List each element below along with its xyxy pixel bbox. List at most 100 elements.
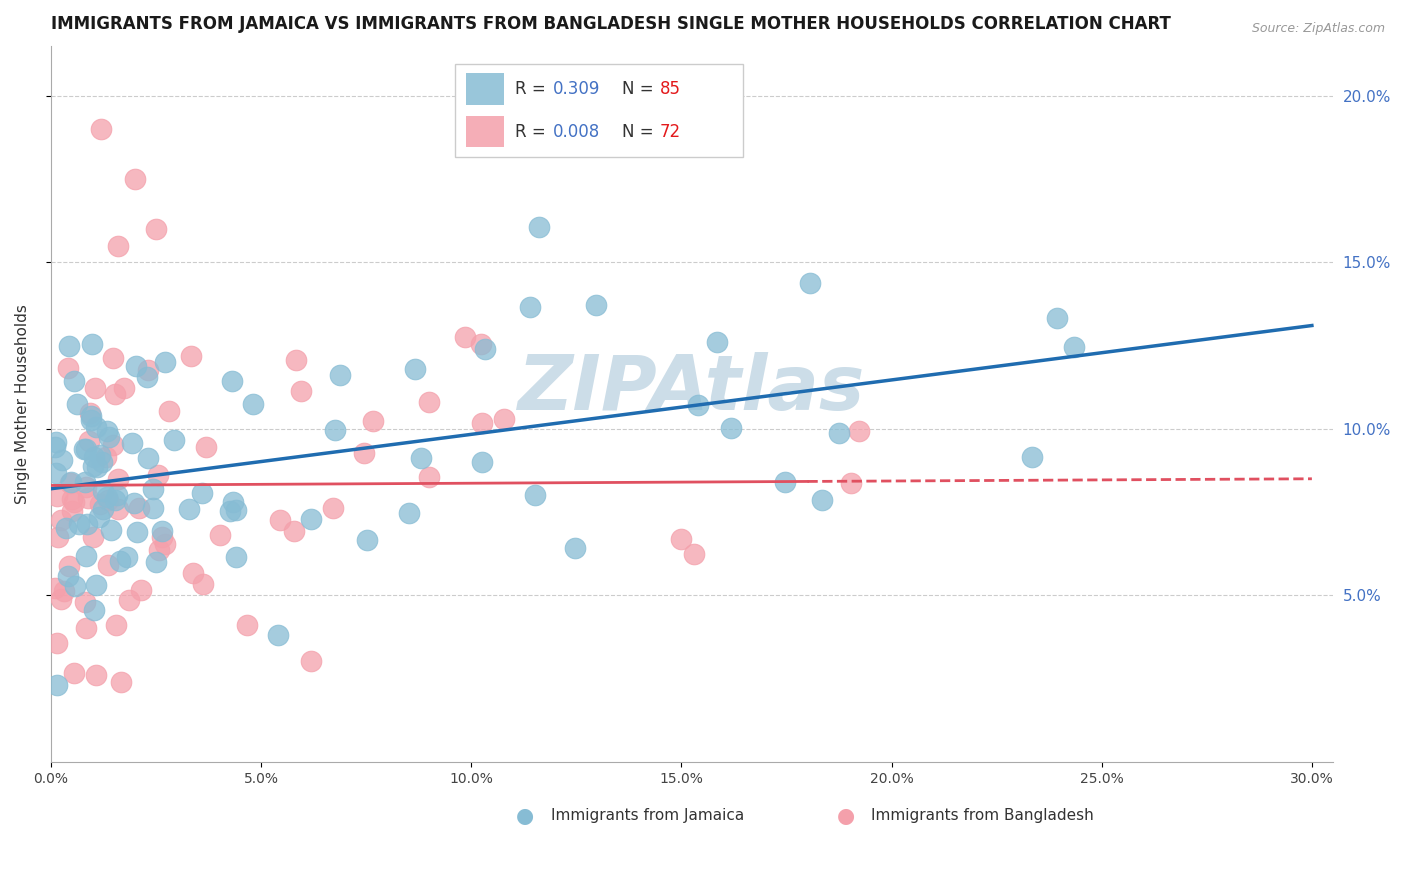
Point bbox=[89, 448, 111, 462]
Point bbox=[471, 455, 494, 469]
Point bbox=[91, 483, 114, 498]
Point bbox=[299, 653, 322, 667]
Point bbox=[124, 359, 146, 373]
Point bbox=[83, 381, 105, 395]
Point bbox=[361, 414, 384, 428]
Point bbox=[58, 559, 80, 574]
Point bbox=[75, 621, 97, 635]
Point bbox=[683, 548, 706, 562]
Point bbox=[225, 550, 247, 565]
Point bbox=[136, 363, 159, 377]
Point bbox=[82, 530, 104, 544]
Point bbox=[720, 421, 742, 435]
Point bbox=[285, 352, 308, 367]
Point bbox=[63, 665, 86, 680]
Point bbox=[112, 381, 135, 395]
Point bbox=[1046, 310, 1069, 325]
Point bbox=[51, 452, 73, 467]
Point bbox=[76, 517, 98, 532]
Point bbox=[90, 455, 112, 469]
Point bbox=[55, 521, 77, 535]
Point bbox=[58, 339, 80, 353]
Point bbox=[585, 298, 607, 312]
Point bbox=[145, 222, 167, 236]
Point bbox=[86, 577, 108, 591]
Text: ●: ● bbox=[837, 805, 855, 826]
Text: IMMIGRANTS FROM JAMAICA VS IMMIGRANTS FROM BANGLADESH SINGLE MOTHER HOUSEHOLDS C: IMMIGRANTS FROM JAMAICA VS IMMIGRANTS FR… bbox=[51, 15, 1171, 33]
Point bbox=[671, 532, 693, 546]
Point bbox=[398, 506, 420, 520]
Point bbox=[1021, 450, 1043, 464]
Point bbox=[299, 512, 322, 526]
Point bbox=[46, 530, 69, 544]
Point bbox=[60, 504, 83, 518]
Point bbox=[470, 337, 492, 351]
Point bbox=[82, 458, 104, 473]
Point bbox=[181, 566, 204, 580]
Point bbox=[63, 495, 86, 509]
Point bbox=[96, 424, 118, 438]
Point bbox=[1063, 340, 1085, 354]
Point bbox=[105, 618, 128, 632]
Text: ●: ● bbox=[516, 805, 534, 826]
Point bbox=[77, 491, 100, 505]
Point bbox=[75, 549, 97, 563]
Point bbox=[195, 440, 218, 454]
Point bbox=[98, 430, 121, 444]
Point bbox=[810, 492, 832, 507]
Point bbox=[146, 468, 169, 483]
Point bbox=[283, 524, 305, 538]
Point bbox=[519, 301, 541, 315]
Point bbox=[236, 618, 259, 632]
Point bbox=[153, 536, 176, 550]
Point bbox=[828, 426, 851, 441]
Point bbox=[86, 420, 108, 434]
Point bbox=[103, 351, 125, 365]
Point bbox=[118, 593, 141, 607]
Point bbox=[267, 628, 290, 642]
Point bbox=[46, 489, 69, 503]
Point bbox=[799, 276, 821, 290]
Point bbox=[848, 424, 870, 438]
Point bbox=[79, 434, 101, 449]
Text: ZIPAtlas: ZIPAtlas bbox=[519, 352, 866, 426]
Y-axis label: Single Mother Households: Single Mother Households bbox=[15, 304, 30, 504]
Point bbox=[706, 335, 728, 350]
Point bbox=[356, 533, 378, 547]
Point bbox=[474, 343, 496, 357]
Point bbox=[75, 480, 97, 494]
Point bbox=[225, 502, 247, 516]
Point bbox=[150, 524, 173, 539]
Point bbox=[79, 406, 101, 420]
Point bbox=[86, 459, 108, 474]
Point bbox=[83, 603, 105, 617]
Point bbox=[353, 446, 375, 460]
Point bbox=[177, 501, 200, 516]
Point bbox=[322, 501, 344, 516]
Point bbox=[128, 500, 150, 515]
Point bbox=[49, 591, 72, 606]
Point bbox=[773, 475, 796, 490]
Point bbox=[104, 387, 127, 401]
Point bbox=[63, 374, 86, 388]
Point bbox=[97, 558, 120, 572]
Point bbox=[45, 678, 67, 692]
Point bbox=[107, 502, 129, 516]
Point bbox=[157, 404, 180, 418]
Point bbox=[839, 475, 862, 490]
Point bbox=[269, 513, 291, 527]
Point bbox=[110, 554, 132, 568]
Point bbox=[124, 172, 146, 186]
Point bbox=[87, 509, 110, 524]
Point bbox=[75, 595, 97, 609]
Point bbox=[84, 668, 107, 682]
Point bbox=[80, 409, 103, 423]
Point bbox=[45, 636, 67, 650]
Point bbox=[129, 583, 152, 598]
Point bbox=[418, 395, 440, 409]
Point bbox=[688, 398, 710, 412]
Point bbox=[90, 122, 112, 136]
Point bbox=[136, 370, 159, 384]
Text: Immigrants from Jamaica: Immigrants from Jamaica bbox=[551, 808, 744, 823]
Point bbox=[136, 450, 159, 465]
